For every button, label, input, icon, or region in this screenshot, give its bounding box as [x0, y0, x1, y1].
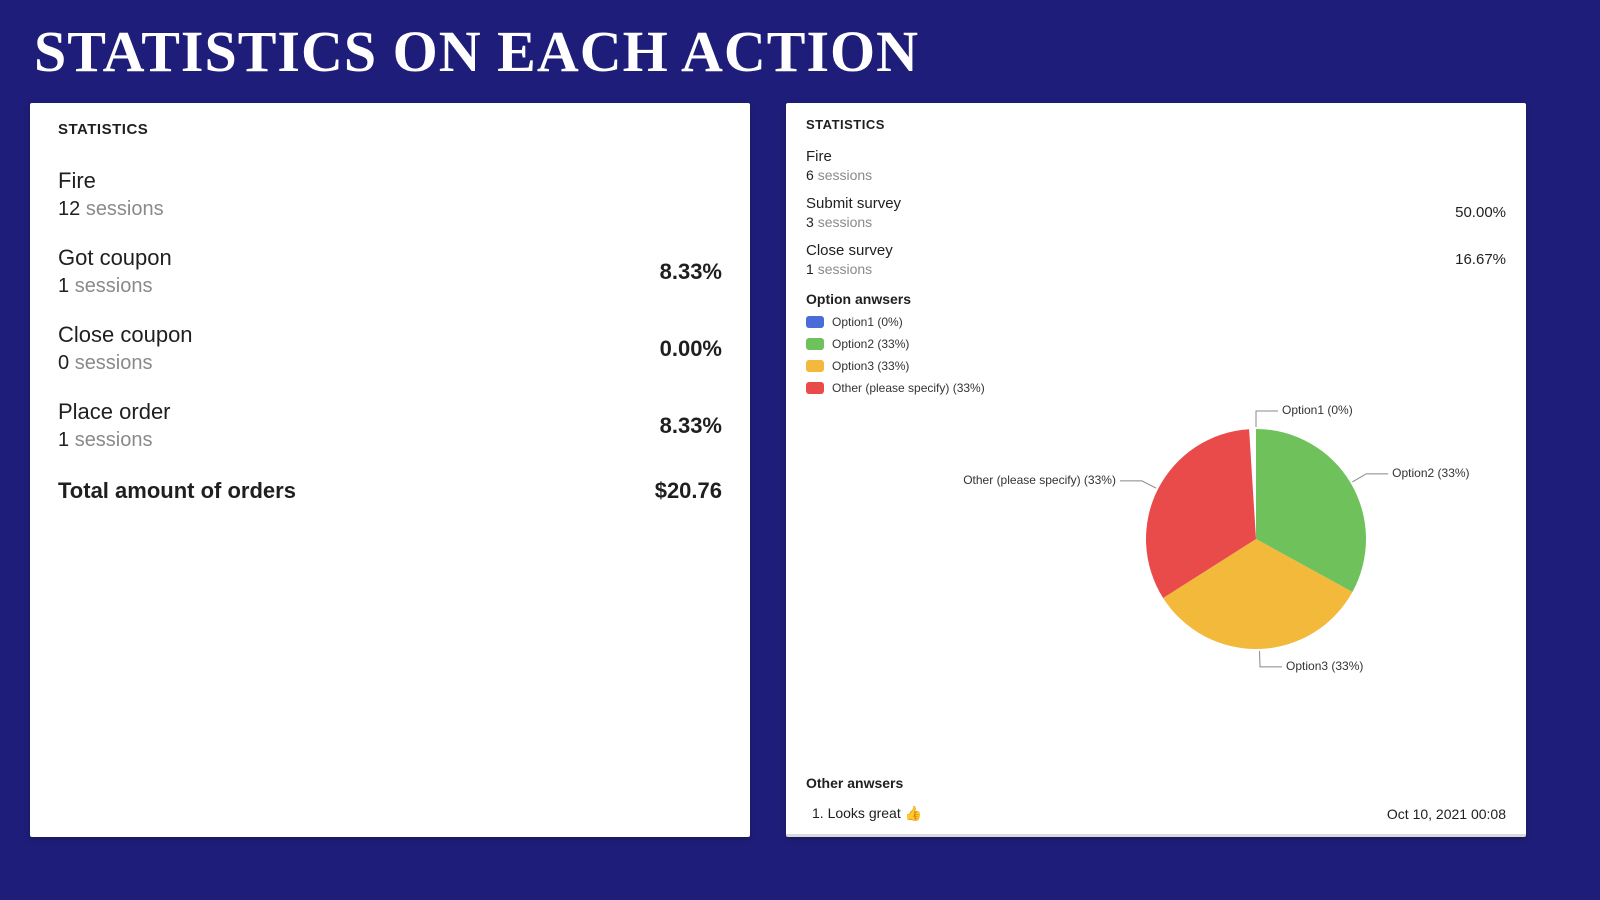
- stat-row: Place order 1 sessions 8.33%: [58, 389, 722, 466]
- stat-row: Submit survey 3 sessions 50.00%: [806, 193, 1506, 240]
- stat-row: Got coupon 1 sessions 8.33%: [58, 235, 722, 312]
- pie-callout: Option3 (33%): [1286, 659, 1363, 673]
- other-answer-text: 1. Looks great 👍: [812, 805, 922, 822]
- other-answer-row: 1. Looks great 👍 Oct 10, 2021 00:08: [806, 799, 1506, 824]
- stat-row: Close coupon 0 sessions 0.00%: [58, 312, 722, 389]
- legend-swatch: [806, 360, 824, 372]
- legend-label: Other (please specify) (33%): [832, 381, 985, 395]
- panel-header: STATISTICS: [806, 117, 1506, 132]
- statistics-panel-right: STATISTICS Fire 6 sessions Submit survey 3 …: [786, 103, 1526, 837]
- stat-sessions: 6 sessions: [806, 167, 872, 183]
- legend-label: Option3 (33%): [832, 359, 909, 373]
- option-answers-label: Option anwsers: [806, 291, 1506, 307]
- stat-name: Close coupon: [58, 322, 193, 348]
- stat-name: Fire: [58, 168, 164, 194]
- stat-sessions: 0 sessions: [58, 352, 193, 375]
- total-label: Total amount of orders: [58, 478, 296, 504]
- stat-name: Submit survey: [806, 195, 901, 212]
- pie-legend: Option1 (0%) Option2 (33%) Option3 (33%) Ot…: [806, 315, 1506, 395]
- other-answers-label: Other anwsers: [806, 775, 1506, 791]
- pie-chart: Option1 (0%) Option2 (33%) Option3 (33%) Ot…: [806, 399, 1506, 769]
- pie-leader-line: [1120, 481, 1156, 488]
- legend-item: Option2 (33%): [806, 337, 1506, 351]
- stat-row: Fire 12 sessions: [58, 158, 722, 235]
- legend-label: Option2 (33%): [832, 337, 909, 351]
- stat-row: Fire 6 sessions: [806, 146, 1506, 193]
- stat-value: 16.67%: [1455, 251, 1506, 268]
- stat-sessions: 1 sessions: [806, 261, 893, 277]
- stat-name: Close survey: [806, 242, 893, 259]
- stat-sessions: 1 sessions: [58, 275, 172, 298]
- pie-callout: Option1 (0%): [1282, 403, 1353, 417]
- legend-swatch: [806, 382, 824, 394]
- total-row: Total amount of orders $20.76: [58, 466, 722, 504]
- legend-item: Option1 (0%): [806, 315, 1506, 329]
- stat-sessions: 3 sessions: [806, 214, 901, 230]
- stat-name: Place order: [58, 399, 171, 425]
- legend-item: Other (please specify) (33%): [806, 381, 1506, 395]
- stat-value: 8.33%: [660, 259, 722, 285]
- stat-value: 50.00%: [1455, 204, 1506, 221]
- pie-callout: Option2 (33%): [1392, 466, 1469, 480]
- stat-value: 8.33%: [660, 413, 722, 439]
- stat-sessions: 1 sessions: [58, 429, 171, 452]
- stat-name: Got coupon: [58, 245, 172, 271]
- pie-leader-line: [1256, 411, 1278, 427]
- pie-leader-line: [1352, 474, 1388, 482]
- legend-item: Option3 (33%): [806, 359, 1506, 373]
- statistics-panel-left: STATISTICS Fire 12 sessions Got coupon 1 se…: [30, 103, 750, 837]
- legend-swatch: [806, 338, 824, 350]
- pie-leader-line: [1260, 651, 1283, 667]
- stat-row: Close survey 1 sessions 16.67%: [806, 240, 1506, 287]
- total-value: $20.76: [655, 478, 722, 504]
- panel-header: STATISTICS: [58, 121, 722, 138]
- stat-name: Fire: [806, 148, 872, 165]
- other-answers-section: Other anwsers 1. Looks great 👍 Oct 10, 20…: [806, 775, 1506, 824]
- pie-callout: Other (please specify) (33%): [963, 473, 1116, 487]
- panels-container: STATISTICS Fire 12 sessions Got coupon 1 se…: [0, 85, 1600, 837]
- legend-swatch: [806, 316, 824, 328]
- legend-label: Option1 (0%): [832, 315, 903, 329]
- stat-sessions: 12 sessions: [58, 198, 164, 221]
- stat-value: 0.00%: [660, 336, 722, 362]
- page-title: STATISTICS ON EACH ACTION: [0, 0, 1600, 85]
- other-answer-timestamp: Oct 10, 2021 00:08: [1387, 806, 1506, 822]
